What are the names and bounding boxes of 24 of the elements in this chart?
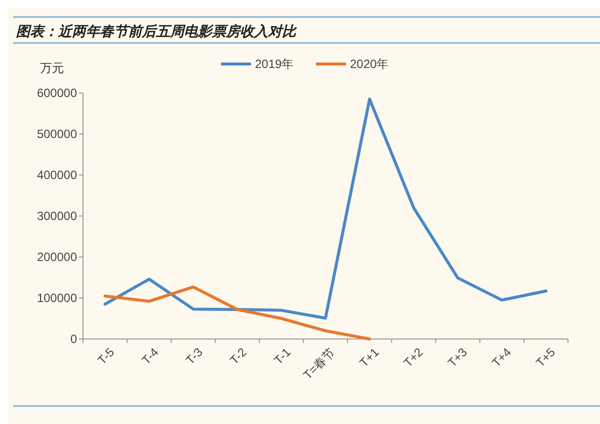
y-tick-label: 200000 [36,250,78,264]
x-tick-label: T-1 [271,344,294,368]
y-tick-label: 600000 [36,86,78,100]
x-tick-label: T+5 [533,344,558,370]
y-tick-label: 400000 [36,168,78,182]
x-tick-label: T+1 [356,344,382,370]
x-tick-label: T-3 [183,344,206,368]
legend-label: 2019年 [255,57,294,72]
x-tick-label: T+3 [445,344,470,370]
chart-title: 图表：近两年春节前后五周电影票房收入对比 [16,23,298,40]
line-series [104,285,372,340]
x-tick-label: T-2 [227,344,250,368]
x-tick-label: T+2 [400,344,426,370]
y-tick-label: 0 [70,332,78,346]
y-tick-label: 500000 [36,127,78,142]
y-tick-label: 300000 [36,209,78,224]
legend-label: 2020年 [350,57,389,72]
line-series [104,98,548,320]
y-axis-title: 万元 [40,61,64,75]
x-tick-label: T-5 [94,344,118,368]
x-tick-label: T+4 [489,344,514,370]
x-tick-label: T=春节 [300,345,338,382]
y-tick-label: 100000 [36,291,78,306]
x-tick-label: T-4 [139,344,162,368]
